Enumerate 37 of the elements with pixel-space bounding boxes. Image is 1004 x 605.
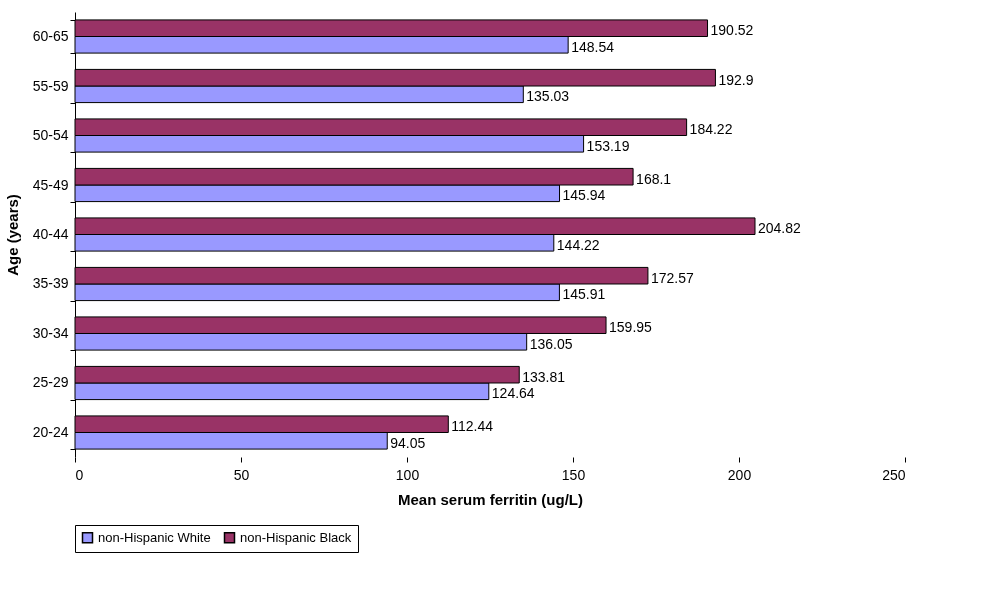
data-label: 184.22: [689, 121, 733, 138]
data-label: 112.44: [451, 418, 494, 435]
data-label: 204.82: [758, 220, 802, 237]
x-tick-label: 50: [233, 466, 250, 483]
y-tick-label: 40-44: [32, 226, 69, 242]
y-tick-label: 35-39: [32, 275, 69, 292]
y-tick-label: 60-65: [32, 28, 69, 44]
data-label: 153.19: [586, 137, 630, 154]
data-label: 190.52: [710, 22, 754, 39]
x-tick-label: 0: [75, 466, 84, 483]
data-label: 192.9: [718, 71, 754, 88]
data-label: 145.94: [562, 187, 606, 204]
data-label: 94.05: [390, 434, 426, 451]
y-tick-label: 30-34: [32, 325, 69, 341]
y-tick-label: 55-59: [32, 77, 69, 94]
data-label: 168.1: [636, 170, 672, 187]
y-axis-title: Age (years): [3, 194, 21, 276]
x-tick-label: 100: [395, 466, 420, 483]
x-tick-label: 200: [727, 466, 752, 483]
legend-label: non-Hispanic White: [98, 529, 211, 545]
data-label: 159.95: [609, 319, 653, 336]
x-tick-label: 250: [882, 466, 906, 483]
data-label: 172.57: [650, 269, 694, 286]
data-label: 145.91: [562, 286, 606, 303]
data-label: 133.81: [522, 368, 566, 385]
data-label: 136.05: [529, 335, 573, 352]
x-axis-title: Mean serum ferritin (ug/L): [397, 490, 584, 508]
data-label: 124.64: [491, 385, 535, 402]
data-label: 144.22: [556, 236, 600, 253]
y-tick-label: 25-29: [32, 374, 69, 391]
data-label: 148.54: [571, 38, 615, 55]
x-tick-label: 150: [561, 466, 586, 483]
y-tick-label: 20-24: [32, 424, 69, 440]
legend-label: non-Hispanic Black: [240, 529, 352, 545]
y-tick-label: 50-54: [32, 127, 69, 143]
data-label: 135.03: [526, 88, 570, 105]
y-tick-label: 45-49: [32, 176, 69, 193]
